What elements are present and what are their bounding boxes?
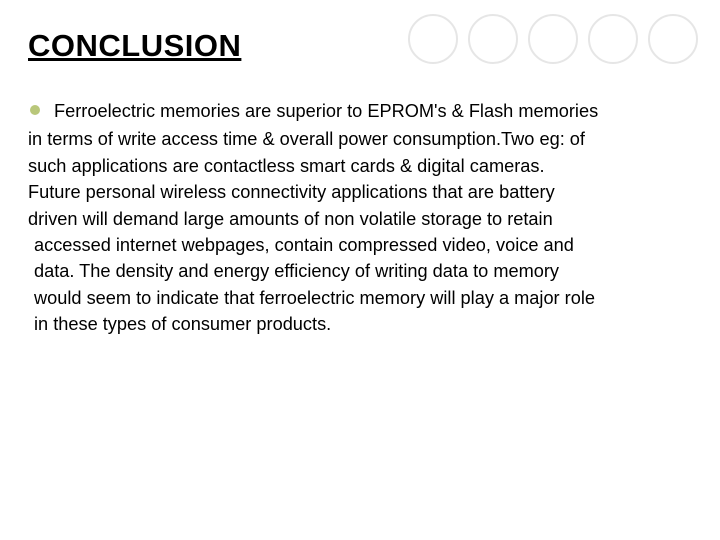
bullet-icon xyxy=(30,105,40,115)
body-line: in these types of consumer products. xyxy=(28,311,692,337)
slide-title: CONCLUSION xyxy=(28,28,692,64)
body-line: accessed internet webpages, contain comp… xyxy=(28,232,692,258)
slide: CONCLUSION Ferroelectric memories are su… xyxy=(0,0,720,338)
body-text-block: Ferroelectric memories are superior to E… xyxy=(28,98,692,338)
body-line: in terms of write access time & overall … xyxy=(28,126,692,152)
body-line: driven will demand large amounts of non … xyxy=(28,206,692,232)
body-line: data. The density and energy efficiency … xyxy=(28,258,692,284)
body-line: would seem to indicate that ferroelectri… xyxy=(28,285,692,311)
bullet-line: Ferroelectric memories are superior to E… xyxy=(28,98,692,124)
body-line: Future personal wireless connectivity ap… xyxy=(28,179,692,205)
body-line: Ferroelectric memories are superior to E… xyxy=(54,98,598,124)
body-line: such applications are contactless smart … xyxy=(28,153,692,179)
